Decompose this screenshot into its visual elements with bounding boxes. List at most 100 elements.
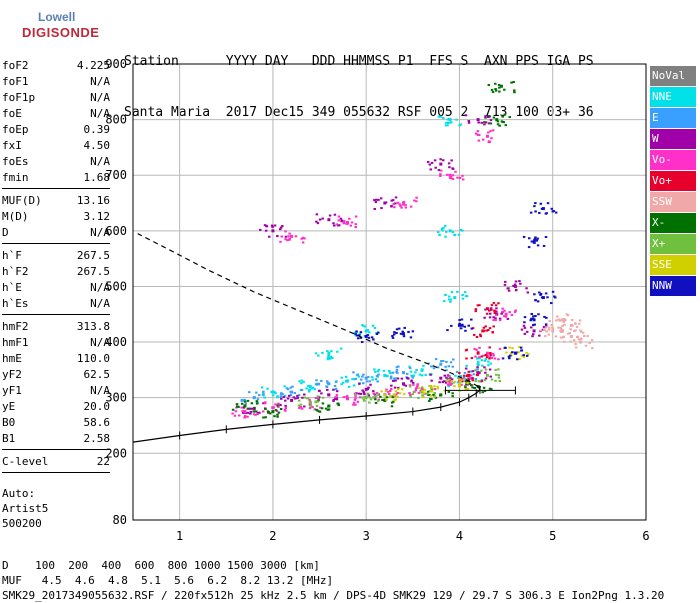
legend-item-nne: NNE bbox=[650, 87, 696, 107]
echo-point bbox=[489, 307, 493, 310]
echo-point bbox=[475, 373, 479, 376]
echo-point bbox=[530, 312, 534, 315]
echo-point bbox=[406, 377, 409, 380]
echo-point bbox=[465, 383, 468, 386]
echo-point bbox=[379, 395, 382, 398]
echo-point bbox=[249, 410, 253, 413]
echo-point bbox=[391, 334, 394, 337]
param-separator bbox=[2, 449, 110, 454]
echo-point bbox=[445, 379, 449, 382]
echo-point bbox=[376, 399, 380, 402]
echo-point bbox=[403, 326, 406, 329]
echo-point bbox=[532, 329, 536, 333]
echo-point bbox=[321, 351, 324, 354]
echo-point bbox=[383, 399, 386, 402]
legend-item-nnw: NNW bbox=[650, 276, 696, 296]
echo-point bbox=[476, 362, 480, 366]
echo-point bbox=[514, 288, 518, 291]
echo-point bbox=[458, 324, 462, 327]
echo-point bbox=[368, 380, 371, 383]
echo-point bbox=[525, 287, 528, 290]
echo-point bbox=[284, 407, 288, 410]
echo-point bbox=[255, 391, 258, 394]
param-row: yE 20.0 bbox=[2, 399, 110, 415]
echo-point bbox=[561, 329, 565, 332]
echo-point bbox=[280, 392, 283, 395]
echo-point bbox=[372, 390, 375, 393]
echo-point bbox=[471, 386, 474, 389]
echo-point bbox=[414, 387, 418, 390]
echo-point bbox=[498, 317, 502, 320]
echo-point bbox=[319, 406, 322, 409]
echo-point bbox=[402, 383, 406, 386]
echo-point bbox=[420, 387, 424, 391]
echo-point bbox=[364, 334, 368, 338]
echo-point bbox=[271, 225, 274, 228]
echo-point bbox=[505, 351, 508, 354]
echo-point bbox=[349, 224, 353, 227]
echo-point bbox=[489, 362, 492, 365]
echo-point bbox=[547, 333, 551, 336]
echo-point bbox=[476, 368, 479, 371]
echo-point bbox=[383, 398, 387, 401]
echo-point bbox=[231, 408, 235, 411]
echo-point bbox=[354, 215, 358, 218]
echo-point bbox=[407, 330, 410, 333]
echo-point bbox=[345, 396, 348, 399]
echo-point bbox=[398, 392, 402, 395]
echo-point bbox=[444, 381, 448, 384]
echo-point bbox=[448, 166, 451, 169]
echo-point bbox=[433, 385, 436, 388]
echo-point bbox=[489, 354, 492, 357]
echo-point bbox=[448, 378, 451, 381]
param-name: fmin bbox=[2, 171, 29, 184]
echo-point bbox=[482, 326, 486, 329]
echo-point bbox=[374, 201, 378, 204]
echo-point bbox=[450, 378, 454, 381]
echo-point bbox=[492, 354, 495, 357]
echo-point bbox=[561, 324, 564, 327]
echo-point bbox=[421, 394, 424, 397]
echo-point bbox=[537, 313, 540, 316]
echo-point bbox=[404, 206, 408, 209]
echo-point bbox=[529, 326, 533, 329]
param-name: h`E bbox=[2, 281, 22, 294]
echo-point bbox=[534, 299, 537, 302]
param-name: yF2 bbox=[2, 368, 22, 381]
echo-point bbox=[540, 296, 544, 299]
param-name: foF1 bbox=[2, 75, 29, 88]
param-value: 0.39 bbox=[83, 123, 111, 136]
echo-point bbox=[449, 298, 452, 301]
echo-point bbox=[495, 307, 498, 310]
echo-point bbox=[461, 323, 464, 326]
echo-point bbox=[436, 385, 439, 388]
echo-point bbox=[544, 326, 548, 329]
echo-point bbox=[525, 330, 529, 333]
echo-point bbox=[372, 392, 376, 395]
echo-point bbox=[308, 403, 312, 406]
echo-point bbox=[391, 371, 395, 374]
echo-point bbox=[520, 349, 523, 352]
echo-point bbox=[591, 347, 594, 350]
echo-point bbox=[457, 233, 461, 236]
echo-point bbox=[359, 331, 363, 334]
echo-point bbox=[414, 389, 418, 392]
echo-point bbox=[317, 399, 320, 402]
echo-point bbox=[478, 385, 481, 388]
echo-point bbox=[377, 373, 380, 376]
param-row: hmF2 313.8 bbox=[2, 319, 110, 335]
logo-digisonde: DIGISONDE bbox=[22, 25, 100, 40]
echo-point bbox=[412, 383, 415, 386]
echo-point bbox=[300, 379, 304, 382]
echo-point bbox=[548, 326, 551, 329]
param-row: yF2 62.5 bbox=[2, 367, 110, 383]
echo-point bbox=[383, 398, 387, 402]
echo-point bbox=[459, 375, 462, 378]
echo-point bbox=[439, 158, 442, 161]
echo-point bbox=[571, 324, 574, 327]
echo-point bbox=[469, 377, 472, 380]
echo-point bbox=[463, 371, 467, 374]
echo-point bbox=[392, 333, 396, 336]
echo-point bbox=[383, 394, 386, 397]
echo-point bbox=[475, 336, 479, 339]
